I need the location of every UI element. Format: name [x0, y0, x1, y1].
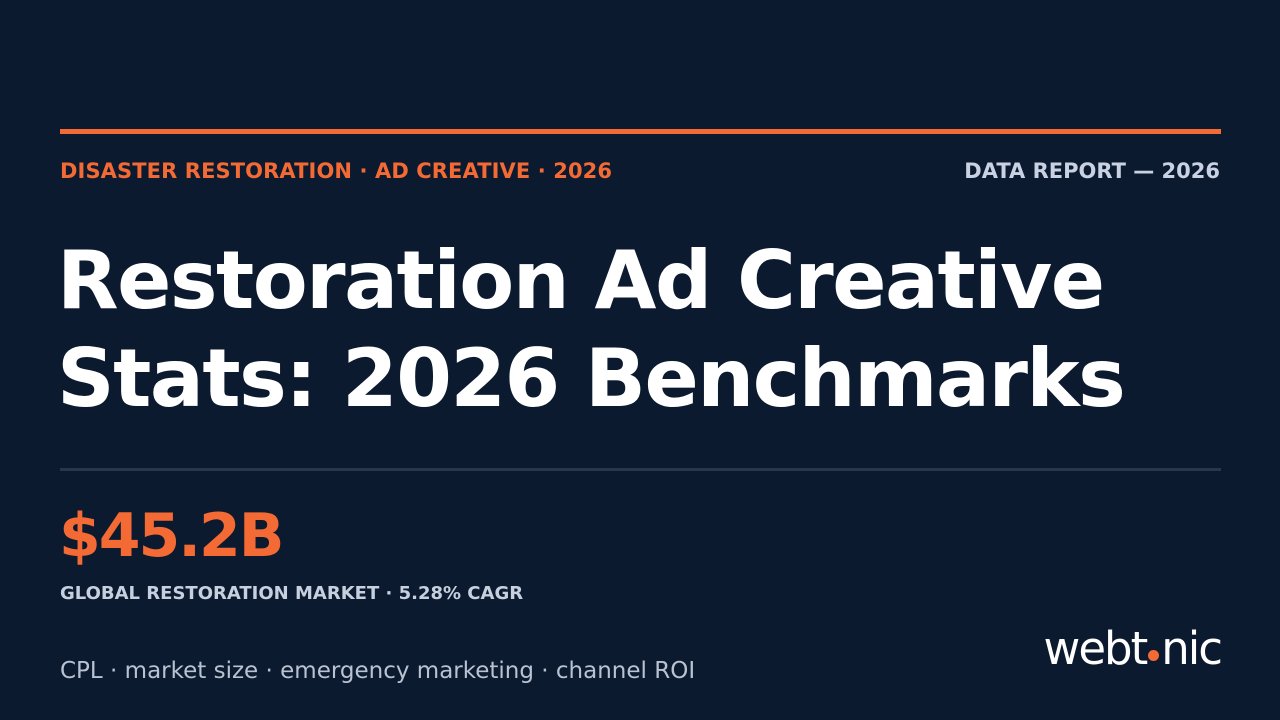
- topic-tags: CPL · market size · emergency marketing …: [60, 658, 696, 684]
- category-eyebrow: DISASTER RESTORATION · AD CREATIVE · 202…: [60, 159, 613, 183]
- section-divider: [60, 468, 1221, 471]
- logo-text-end: nic: [1161, 621, 1223, 675]
- report-title: Restoration Ad Creative Stats: 2026 Benc…: [57, 232, 1237, 428]
- top-orange-rule: [60, 129, 1221, 134]
- logo-orange-dot-icon: [1148, 649, 1160, 661]
- report-title-line-2: Stats: 2026 Benchmarks: [57, 332, 1126, 425]
- webtonic-logo: webt nic: [1043, 621, 1223, 675]
- logo-text-start: webt: [1043, 621, 1149, 675]
- report-label: DATA REPORT — 2026: [964, 159, 1220, 183]
- report-title-line-1: Restoration Ad Creative: [57, 234, 1105, 327]
- market-size-label: GLOBAL RESTORATION MARKET · 5.28% CAGR: [60, 583, 524, 604]
- market-size-value: $45.2B: [59, 501, 285, 571]
